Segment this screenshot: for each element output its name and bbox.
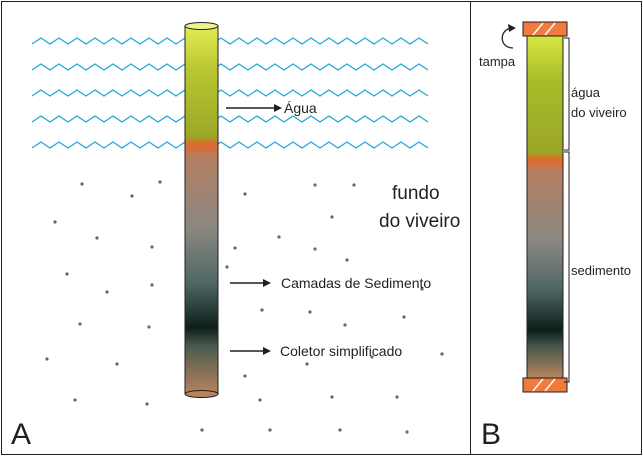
tube-top-ellipse xyxy=(184,22,219,30)
sediment-label: sedimento xyxy=(571,263,631,278)
collector-tube-a xyxy=(184,22,219,398)
collector-tube-b xyxy=(526,35,564,379)
pond-bottom-label-line2: do viveiro xyxy=(379,211,461,232)
wave-line-2 xyxy=(31,63,429,71)
tube-bottom-ellipse xyxy=(184,390,219,398)
pond-bottom-label-line1: fundo xyxy=(392,183,440,204)
sediment-dots xyxy=(45,180,444,434)
panel-letter-b: B xyxy=(481,418,502,451)
wave-line-4 xyxy=(31,115,429,123)
panel-a: Água fundo do viveiro Camadas de Sedimen… xyxy=(1,1,471,455)
water-waves xyxy=(31,37,429,149)
wave-line-1 xyxy=(31,37,429,45)
pond-water-label-line2: do viveiro xyxy=(571,105,627,120)
panel-b: tampa água do viveiro sedimento B xyxy=(470,1,642,455)
tube-cap-top xyxy=(522,21,568,37)
panel-b-drawing xyxy=(501,21,570,393)
wave-line-3 xyxy=(31,89,429,97)
wave-line-5 xyxy=(31,141,429,149)
annotation-arrows xyxy=(226,104,282,355)
curved-arrow-icon xyxy=(501,24,516,49)
collector-label: Coletor simplificado xyxy=(280,343,403,359)
cap-label: tampa xyxy=(479,54,516,69)
sediment-layers-label: Camadas de Sedimento xyxy=(281,275,432,291)
panel-letter-a: A xyxy=(11,418,32,451)
section-brackets xyxy=(564,37,570,383)
tube-cap-bottom xyxy=(522,377,568,393)
panel-a-drawing xyxy=(31,22,444,434)
water-label: Água xyxy=(284,100,317,116)
pond-water-label-line1: água xyxy=(571,85,600,100)
